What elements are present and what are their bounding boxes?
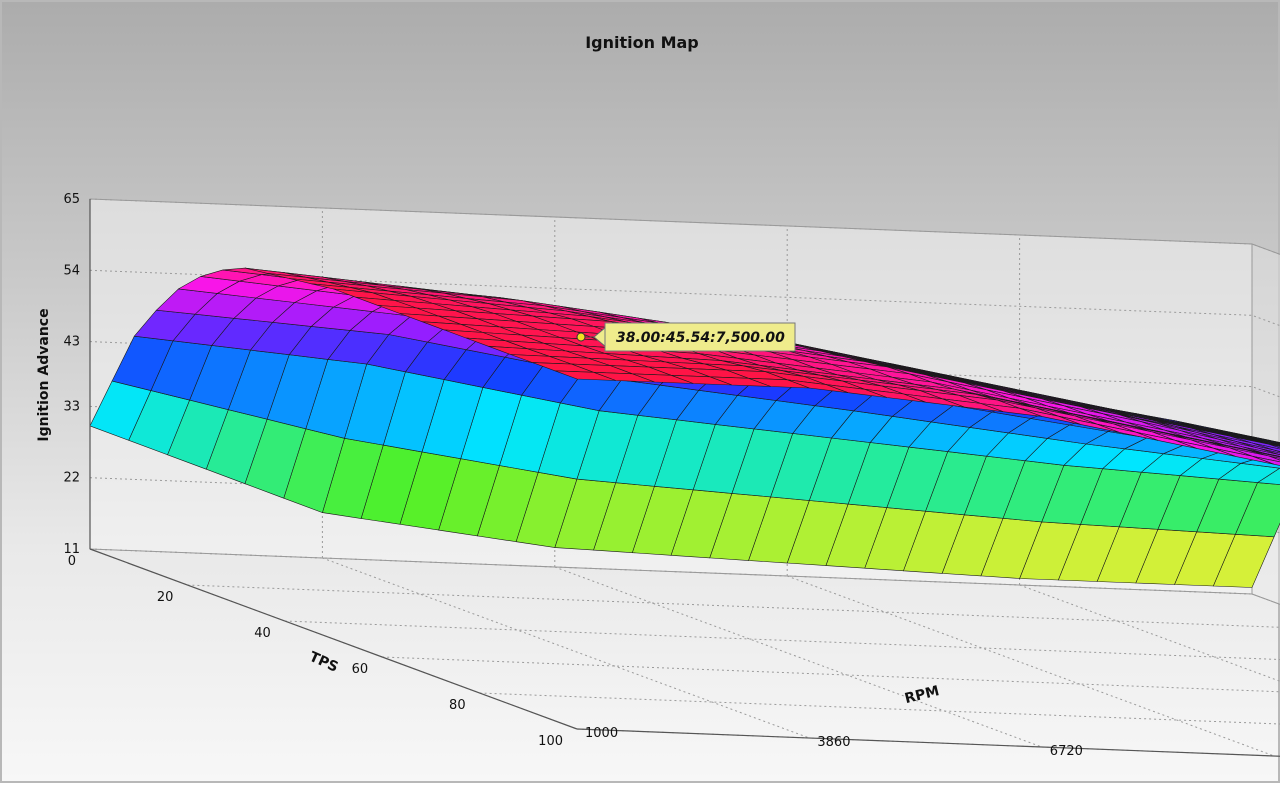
data-tooltip: 38.00:45.54:7,500.00 — [577, 323, 795, 351]
tps-gridline — [577, 729, 1280, 774]
axis-line — [90, 549, 577, 729]
rpm-gridline — [1252, 594, 1280, 774]
x-tick-label: 80 — [449, 698, 466, 713]
rpm-gridline — [555, 567, 1042, 747]
rpm-gridline — [787, 576, 1274, 756]
x-tick-label: 60 — [352, 662, 369, 677]
z-axis-title: Ignition Advance — [36, 308, 52, 441]
chart-title: Ignition Map — [585, 33, 699, 52]
y-tick-label: 6720 — [1050, 744, 1083, 759]
x-tick-label: 20 — [157, 590, 174, 605]
rpm-gridline — [322, 558, 809, 738]
tps-gridline — [382, 657, 1280, 702]
x-axis-title: TPS — [307, 649, 341, 676]
axis-line — [577, 729, 1280, 774]
x-tick-label: 40 — [254, 626, 271, 641]
y-tick-label: 3860 — [817, 735, 850, 750]
z-tick-label: 65 — [63, 192, 80, 207]
tooltip-marker — [577, 333, 585, 341]
z-tick-label: 43 — [63, 335, 80, 350]
y-tick-label: 1000 — [585, 726, 618, 741]
z-tick-label: 54 — [63, 263, 80, 278]
rpm-gridline — [1020, 585, 1280, 765]
x-tick-label: 100 — [538, 734, 563, 749]
z-tick-label: 22 — [63, 471, 80, 486]
y-axis-title: RPM — [903, 683, 941, 707]
tooltip-text: 38.00:45.54:7,500.00 — [616, 330, 785, 346]
x-tick-label: 0 — [68, 554, 76, 569]
z-tick-label: 33 — [63, 399, 80, 414]
